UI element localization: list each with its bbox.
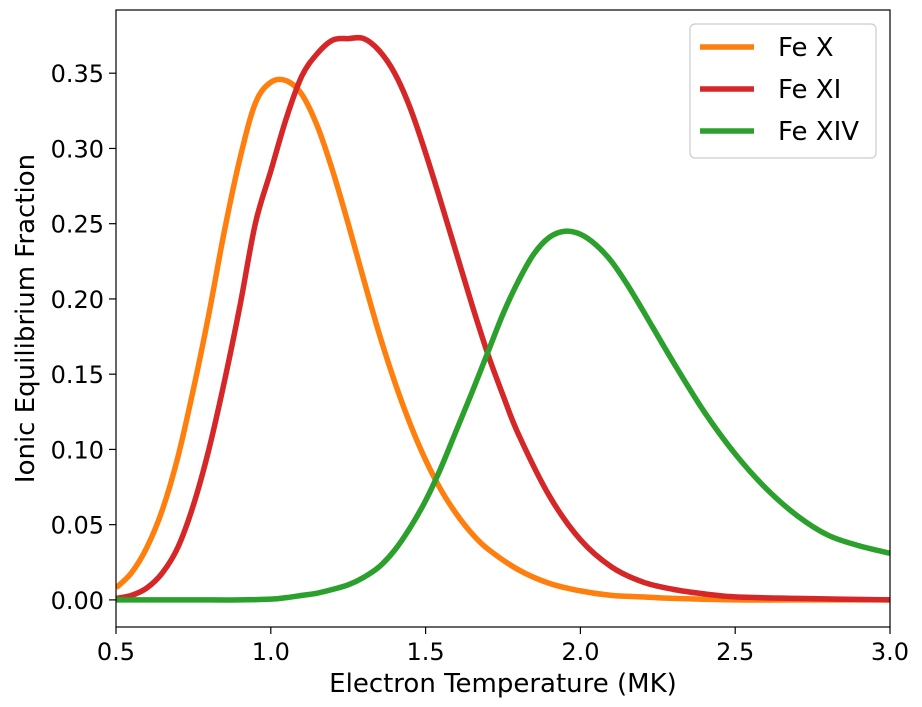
x-tick-label: 2.0 (561, 638, 599, 666)
x-tick-label: 1.0 (252, 638, 290, 666)
legend-label-fe-xi: Fe XI (778, 75, 841, 105)
y-tick-label: 0.05 (51, 512, 104, 540)
series-layer (116, 34, 890, 603)
y-tick-label: 0.35 (51, 60, 104, 88)
x-tick-label: 0.5 (97, 638, 135, 666)
plot-frame (115, 9, 891, 628)
legend-box (689, 23, 877, 159)
legend-label-fe-x: Fe X (778, 33, 834, 63)
x-tick-label: 3.0 (871, 638, 909, 666)
x-axis-label: Electron Temperature (MK) (329, 669, 677, 699)
legend-label-fe-xiv: Fe XIV (778, 117, 859, 147)
y-tick-label: 0.25 (51, 211, 104, 239)
x-tick-label: 2.5 (716, 638, 754, 666)
y-axis-label: Ionic Equilibrium Fraction (11, 154, 41, 483)
ticks-layer: 0.5 1.0 1.5 2.0 2.5 3.0 0.00 0.05 0.10 0.15 0.20 0.… (51, 60, 910, 666)
series-line-fe-x (116, 76, 890, 603)
y-tick-label: 0.15 (51, 361, 104, 389)
y-tick-label: 0.10 (51, 436, 104, 464)
y-tick-label: 0.30 (51, 135, 104, 163)
series-line-fe-xiv (116, 228, 890, 603)
series-line-fe-xi (116, 34, 890, 603)
y-tick-label: 0.00 (51, 587, 104, 615)
legend: Fe X Fe XI Fe XIV (689, 23, 877, 159)
x-tick-label: 1.5 (407, 638, 445, 666)
y-tick-label: 0.20 (51, 286, 104, 314)
